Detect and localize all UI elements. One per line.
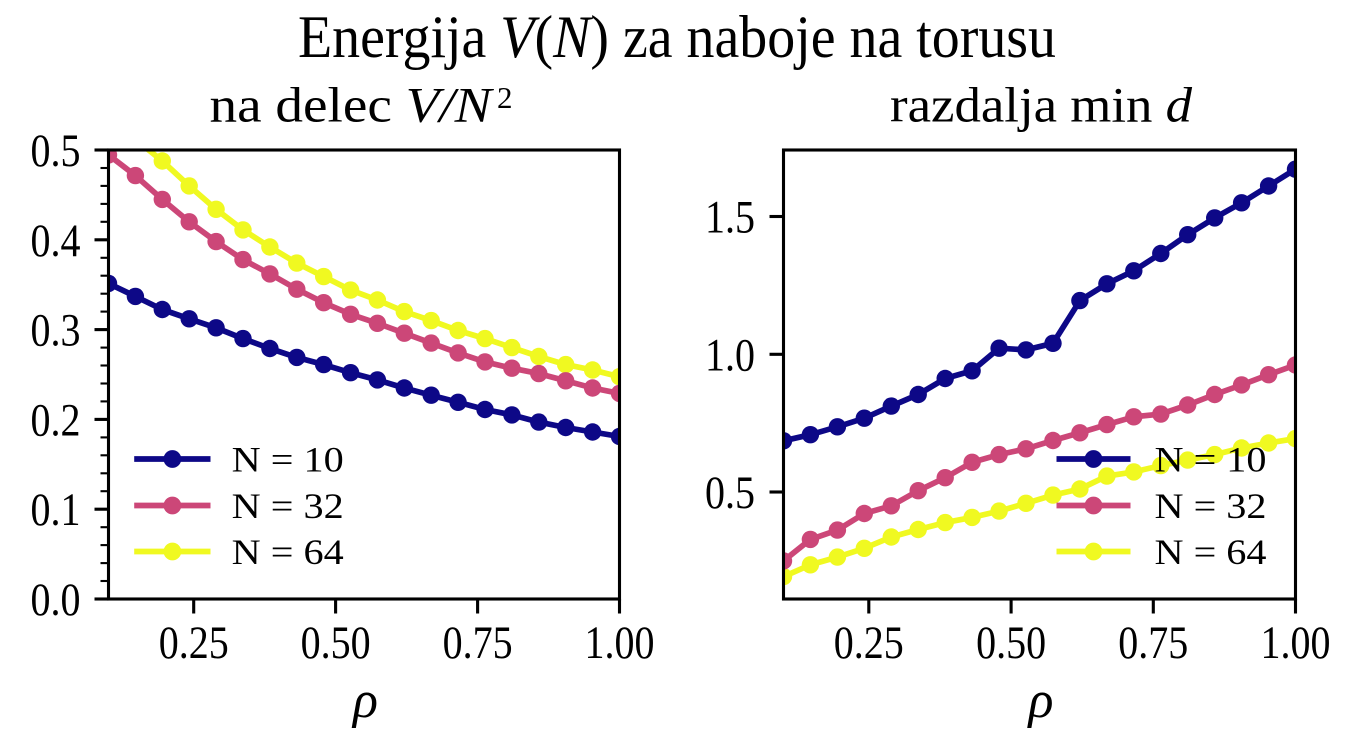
svg-text:N = 10: N = 10 <box>232 440 344 480</box>
svg-text:N = 64: N = 64 <box>1155 532 1267 572</box>
svg-text:1.5: 1.5 <box>705 192 755 244</box>
svg-text:0.1: 0.1 <box>31 484 81 536</box>
svg-text:0.50: 0.50 <box>976 617 1046 669</box>
svg-text:0.0: 0.0 <box>31 574 81 626</box>
svg-text:na delec V/N: na delec V/N <box>210 77 495 133</box>
svg-text:Energija V(N) za naboje na tor: Energija V(N) za naboje na torusu <box>298 4 1056 70</box>
svg-text:0.4: 0.4 <box>31 215 81 267</box>
svg-text:0.50: 0.50 <box>301 617 371 669</box>
svg-text:0.75: 0.75 <box>443 617 513 669</box>
svg-text:1.00: 1.00 <box>1261 617 1331 669</box>
svg-text:0.25: 0.25 <box>834 617 904 669</box>
svg-text:N = 32: N = 32 <box>232 486 344 526</box>
svg-text:N = 32: N = 32 <box>1155 486 1267 526</box>
svg-text:1.00: 1.00 <box>585 617 655 669</box>
svg-text:N = 10: N = 10 <box>1155 440 1267 480</box>
svg-text:ρ: ρ <box>351 672 378 729</box>
svg-text:razdalja min d: razdalja min d <box>890 77 1193 133</box>
svg-text:0.75: 0.75 <box>1118 617 1188 669</box>
svg-text:0.3: 0.3 <box>31 305 81 357</box>
svg-text:0.2: 0.2 <box>31 394 81 446</box>
svg-text:0.25: 0.25 <box>159 617 229 669</box>
svg-text:2: 2 <box>497 80 513 115</box>
svg-text:0.5: 0.5 <box>705 467 755 519</box>
svg-text:N = 64: N = 64 <box>232 532 344 572</box>
svg-text:1.0: 1.0 <box>705 329 755 381</box>
svg-text:ρ: ρ <box>1027 672 1054 729</box>
svg-text:0.5: 0.5 <box>31 125 81 177</box>
